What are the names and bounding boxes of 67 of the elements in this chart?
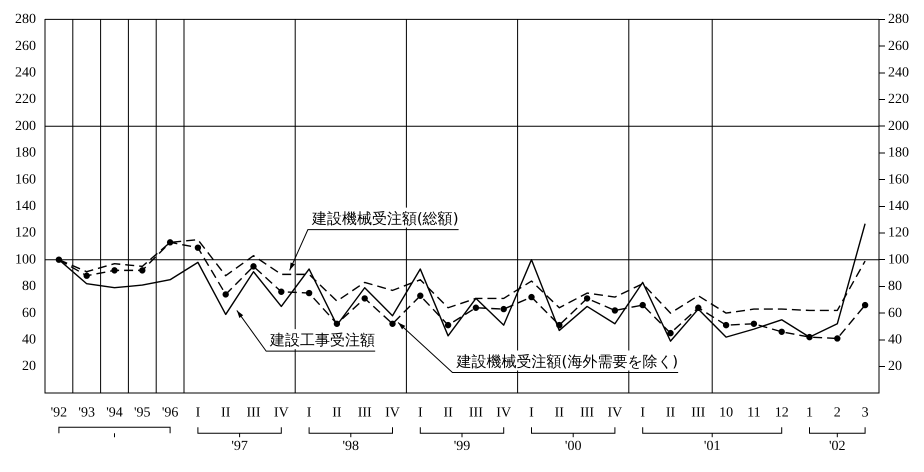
text: '99 (454, 438, 470, 454)
x-tick-label: II (221, 405, 231, 420)
y-tick-label: 280 (15, 12, 36, 28)
x-tick-label: 3 (862, 405, 869, 420)
text: '98 (342, 438, 360, 454)
y-tick-label: 40 (22, 332, 36, 348)
x-tick-label: 1 (806, 405, 813, 420)
x-tick-label: III (468, 405, 484, 420)
y-tick-label: 100 (15, 252, 36, 268)
text: '00 (564, 438, 582, 454)
x-tick-label: I (640, 405, 646, 420)
x-tick-label: IV (385, 405, 400, 420)
x-tick-label: III (580, 405, 594, 420)
y-tick-label: 200 (15, 118, 36, 134)
y2-tick-label: 60 (888, 306, 902, 321)
y2-tick-label: 100 (888, 252, 909, 268)
y-tick-label: 160 (15, 172, 36, 188)
x-tick-label: '92 (50, 405, 68, 420)
text: '02 (829, 438, 846, 454)
y2-tick-label: 20 (888, 359, 902, 374)
x-tick-label: II (666, 405, 676, 420)
x-tick-label: 10 (719, 405, 734, 420)
x-tick-label: II (554, 405, 564, 420)
x-tick-label: '93 (78, 405, 95, 420)
x-tick-label: 11 (747, 405, 761, 420)
y-tick-label: 140 (15, 198, 36, 214)
text: 建設機械受注額(総額) (310, 210, 459, 228)
y-tick-label: 20 (22, 359, 36, 374)
x-tick-label: IV (608, 405, 622, 420)
y2-tick-label: 160 (888, 172, 909, 188)
x-tick-label: 12 (774, 405, 789, 420)
y2-tick-label: 280 (888, 12, 909, 28)
x-tick-label: III (691, 405, 706, 420)
x-tick-label: III (358, 405, 372, 420)
x-tick-label: II (332, 405, 342, 420)
y2-tick-label: 120 (888, 226, 909, 241)
y-tick-label: 260 (15, 38, 36, 54)
y2-tick-label: 40 (888, 332, 902, 348)
x-tick-label: III (246, 405, 261, 420)
x-tick-label: '95 (134, 405, 151, 420)
x-tick-label: I (418, 405, 423, 420)
y2-tick-label: 140 (888, 198, 909, 214)
x-tick-label: '96 (162, 405, 178, 420)
y-tick-label: 120 (15, 226, 36, 241)
x-tick-label: IV (496, 405, 512, 420)
x-tick-label: I (196, 405, 201, 420)
series-label: 建設工事受注額 (269, 331, 376, 350)
y-tick-label: 60 (22, 306, 36, 321)
text: '01 (704, 438, 720, 454)
y-tick-label: 180 (15, 146, 36, 161)
x-tick-label: II (443, 405, 454, 420)
x-tick-label: 2 (834, 405, 841, 420)
y2-tick-label: 180 (888, 146, 909, 161)
x-tick-label: I (529, 405, 534, 420)
y-tick-label: 220 (15, 92, 36, 108)
y-tick-label: 240 (15, 65, 36, 80)
x-tick-label: I (306, 405, 312, 420)
y2-tick-label: 200 (888, 118, 909, 134)
y2-tick-label: 240 (888, 65, 909, 80)
y-tick-label: 80 (22, 279, 36, 294)
y2-tick-label: 260 (888, 38, 909, 54)
y2-tick-label: 80 (888, 279, 902, 294)
x-tick-label: IV (274, 405, 289, 420)
y2-tick-label: 220 (888, 92, 909, 108)
text: '97 (231, 438, 248, 454)
x-tick-label: '94 (106, 405, 123, 420)
series-label: 建設機械受注額(海外需要を除く) (455, 352, 678, 370)
